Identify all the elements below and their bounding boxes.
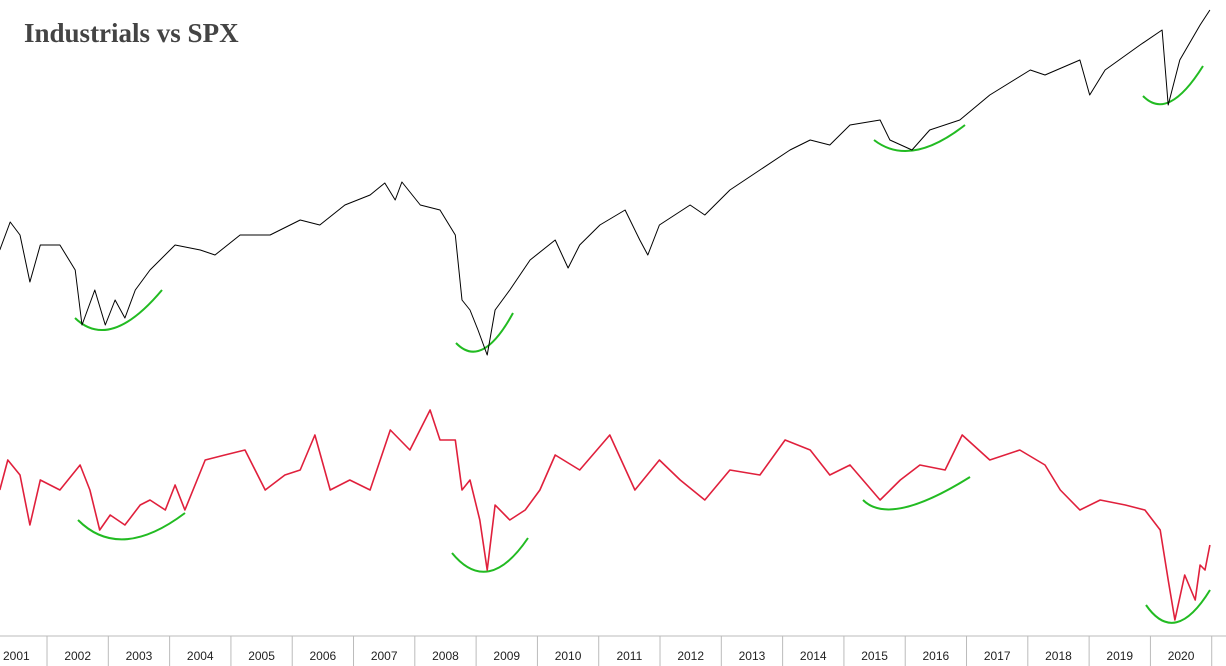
x-tick-label: 2005 (248, 649, 275, 663)
annotations (74, 65, 1211, 624)
x-tick-label: 2014 (800, 649, 827, 663)
x-tick-label: 2003 (126, 649, 153, 663)
x-tick-label: 2020 (1168, 649, 1195, 663)
x-tick-label: 2006 (310, 649, 337, 663)
series-line (0, 9, 1211, 356)
x-tick-label: 2018 (1045, 649, 1072, 663)
x-tick-label: 2013 (739, 649, 766, 663)
x-tick-label: 2007 (371, 649, 398, 663)
trough-arc (451, 537, 529, 573)
x-tick-label: 2012 (677, 649, 704, 663)
trough-arc (74, 289, 163, 332)
x-tick-label: 2016 (923, 649, 950, 663)
trough-arc (862, 476, 971, 511)
x-tick-label: 2011 (616, 649, 642, 663)
trough-arc (873, 124, 966, 152)
x-tick-label: 2002 (64, 649, 91, 663)
trough-arc (1145, 589, 1211, 624)
trough-arc (455, 312, 514, 353)
x-tick-label: 2010 (555, 649, 582, 663)
x-tick-label: 2015 (861, 649, 888, 663)
x-tick-label: 2009 (493, 649, 520, 663)
chart-title: Industrials vs SPX (24, 18, 239, 48)
x-tick-label: 2004 (187, 649, 214, 663)
trough-arc (77, 512, 186, 541)
x-tick-label: 2019 (1106, 649, 1133, 663)
x-tick-label: 2001 (3, 649, 30, 663)
trough-arc (1142, 65, 1204, 106)
series-line (0, 409, 1211, 621)
x-tick-label: 2008 (432, 649, 459, 663)
x-tick-label: 2017 (984, 649, 1011, 663)
